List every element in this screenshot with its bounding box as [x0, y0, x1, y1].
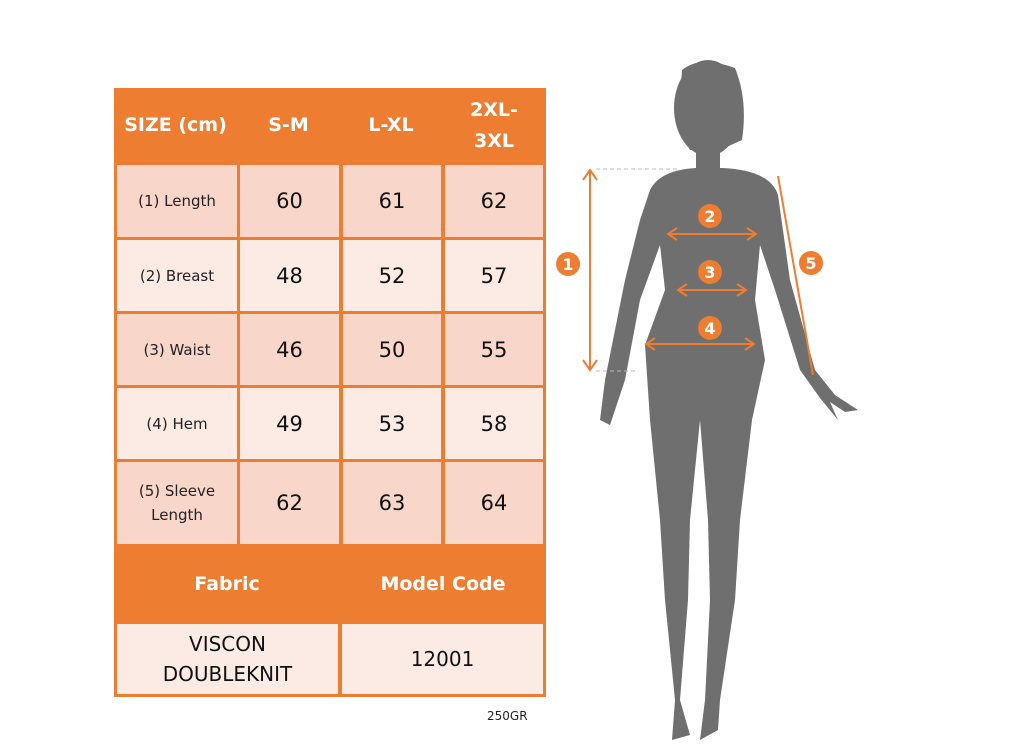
size-value: 48 — [240, 240, 339, 311]
size-value: 46 — [240, 314, 339, 385]
marker-4 — [698, 316, 722, 340]
guide-lines — [596, 168, 680, 372]
size-value: 63 — [343, 462, 441, 544]
size-value: 61 — [343, 165, 441, 237]
marker-3-label: 3 — [704, 263, 715, 282]
row-label: (3) Waist — [117, 314, 237, 385]
silhouette — [600, 60, 858, 740]
marker-5 — [799, 251, 823, 275]
size-value: 62 — [445, 165, 543, 237]
marker-3 — [698, 260, 722, 284]
size-value: 64 — [445, 462, 543, 544]
size-value: 57 — [445, 240, 543, 311]
row-label: (5) Sleeve Length — [117, 462, 237, 544]
marker-2-label: 2 — [704, 207, 715, 226]
size-value: 60 — [240, 165, 339, 237]
row-label: (2) Breast — [117, 240, 237, 311]
fabric-header: Fabric — [194, 573, 260, 595]
header-l-xl: L-XL — [368, 114, 414, 136]
model-code-header: Model Code — [380, 573, 506, 595]
row-label: (4) Hem — [117, 388, 237, 459]
fabric-value: VISCON DOUBLEKNIT — [117, 624, 338, 694]
marker-5-label: 5 — [805, 254, 816, 273]
marker-1-label: 1 — [562, 255, 573, 274]
measurement-arrows — [582, 168, 814, 376]
size-value: 49 — [240, 388, 339, 459]
size-value: 58 — [445, 388, 543, 459]
size-value: 52 — [343, 240, 441, 311]
marker-2 — [698, 204, 722, 228]
model-code-value: 12001 — [342, 624, 543, 694]
size-value: 50 — [343, 314, 441, 385]
header-s-m: S-M — [268, 114, 309, 136]
size-value: 55 — [445, 314, 543, 385]
marker-1 — [556, 252, 580, 276]
size-chart-table: SIZE (cm) S-M L-XL 2XL-3XL (1) Length 60 6… — [114, 88, 546, 697]
weight-footnote: 250GR — [487, 709, 528, 723]
row-label: (1) Length — [117, 165, 237, 237]
header-2xl-3xl: 2XL-3XL — [470, 98, 518, 152]
size-value: 53 — [343, 388, 441, 459]
marker-4-label: 4 — [704, 319, 715, 338]
size-value: 62 — [240, 462, 339, 544]
header-size: SIZE (cm) — [124, 114, 227, 136]
